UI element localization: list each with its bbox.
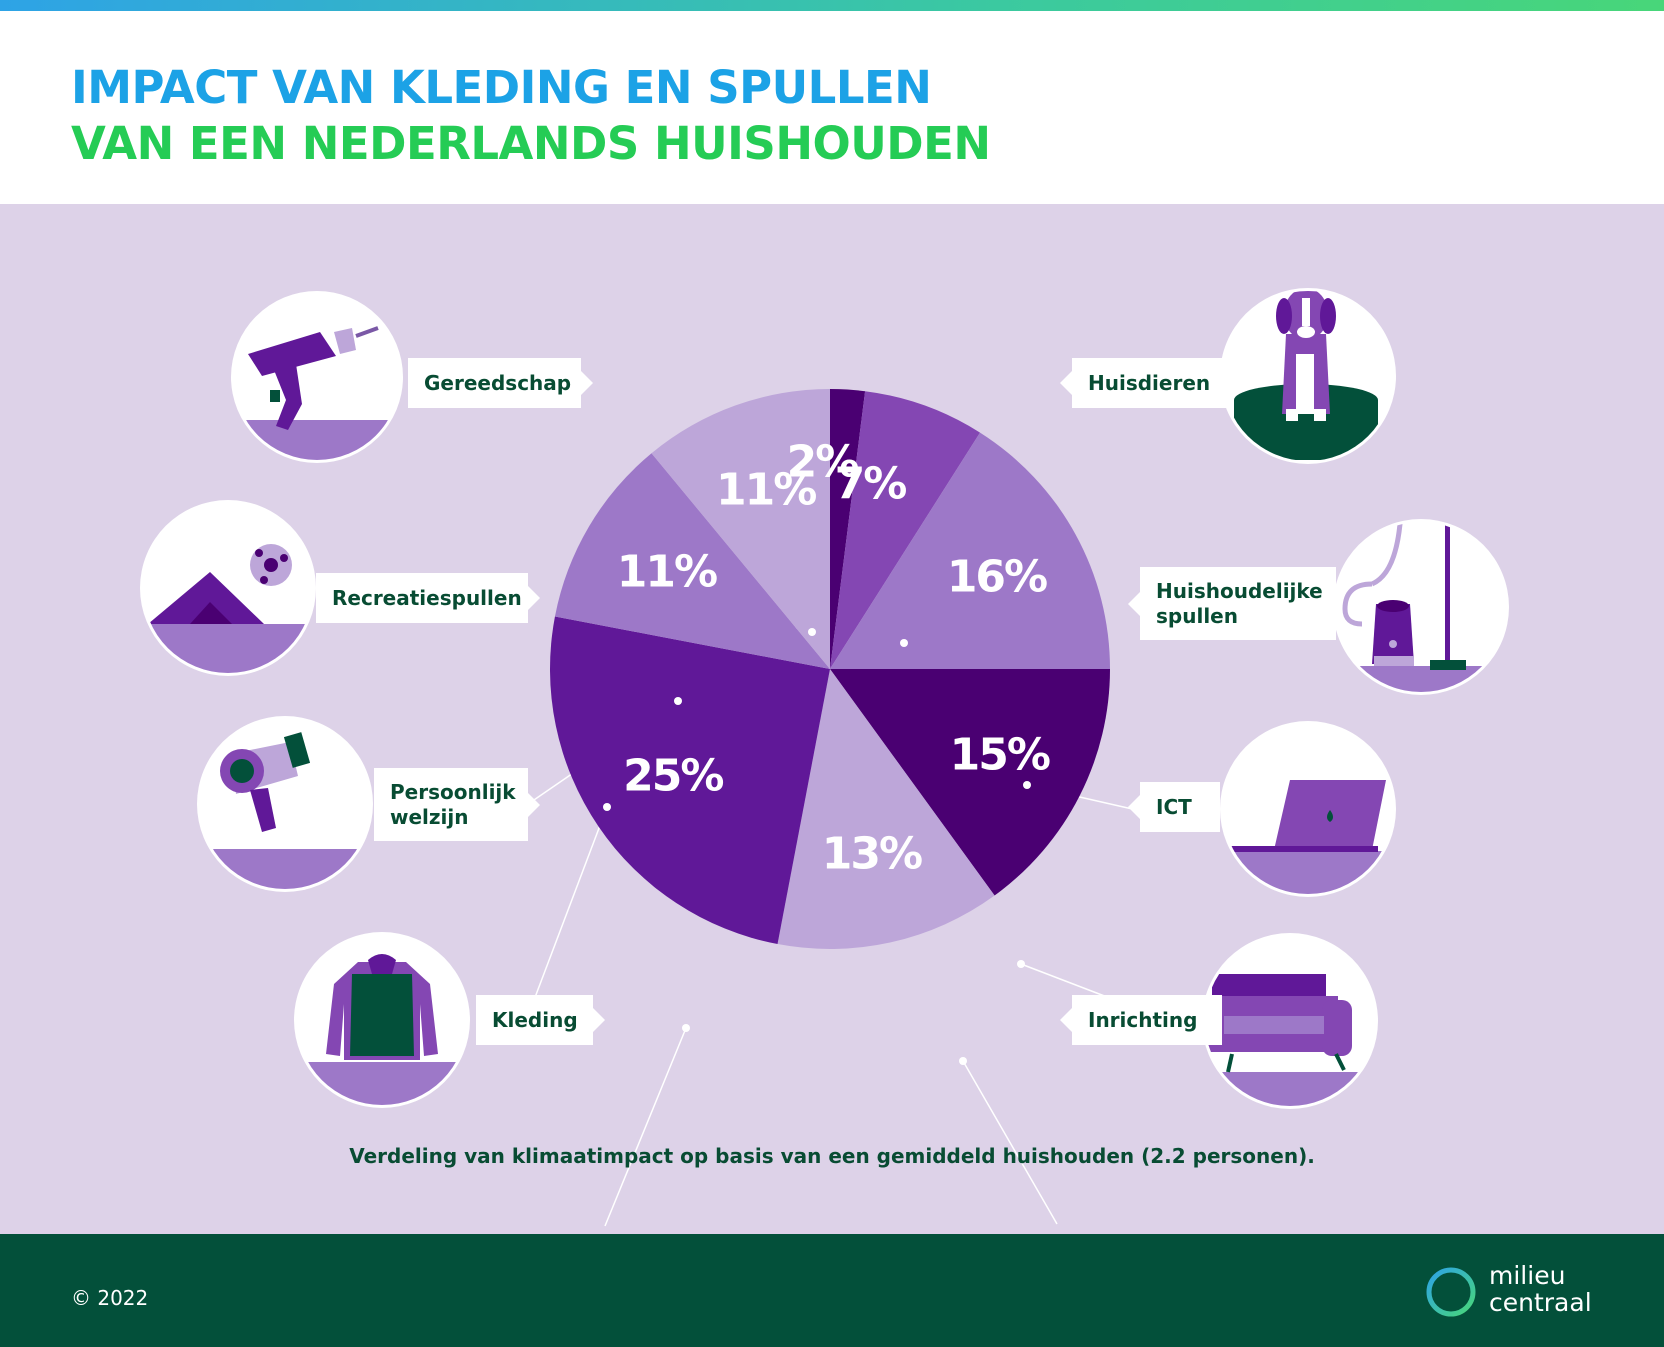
pie-slice-0: [830, 389, 866, 669]
label-huisdieren: Huisdieren: [1060, 358, 1227, 408]
pie-slice-6: [554, 453, 830, 669]
pct-label-1: 7%: [834, 458, 908, 510]
title-line-1: IMPACT VAN KLEDING EN SPULLEN: [71, 61, 932, 114]
label-persoonlijk-line2: welzijn: [390, 804, 469, 829]
label-huisdieren-text: Huisdieren: [1088, 370, 1211, 395]
leader-line-kleding: [604, 1027, 687, 1227]
dog-icon: [1220, 288, 1396, 464]
drill-icon: [231, 291, 403, 463]
dot-recreatie: [674, 697, 682, 705]
leader-line-inrichting: [962, 1060, 1058, 1225]
ball-icon: [249, 543, 293, 587]
label-kleding-text: Kleding: [492, 1007, 578, 1032]
label-gereedschap-text: Gereedschap: [424, 370, 572, 395]
pct-label-4: 13%: [821, 828, 923, 880]
label-huishoudelijke-line1: Huishoudelijke: [1156, 578, 1323, 603]
label-recreatiespullen: Recreatiespullen: [316, 573, 540, 623]
chart-panel: 2% 7% 16% 15% 13% 25% 11% 11% Gereedschap Huisd…: [0, 204, 1664, 1234]
dot-huishoudelijk: [1023, 781, 1031, 789]
label-persoonlijk-welzijn: Persoonlijk welzijn: [374, 768, 540, 841]
pie-slice-7: [651, 389, 830, 669]
laptop-icon: [1220, 721, 1396, 897]
chart-caption: Verdeling van klimaatimpact op basis van…: [349, 1144, 1315, 1168]
pct-label-2: 16%: [946, 551, 1048, 603]
label-huishoudelijke-spullen: Huishoudelijke spullen: [1128, 567, 1336, 640]
pie-slice-2: [830, 432, 1110, 669]
vacuum-icon: [1333, 519, 1509, 695]
milieu-centraal-logo-icon: [1426, 1267, 1476, 1317]
label-ict: ICT: [1128, 782, 1220, 832]
leader-dots: [603, 628, 1031, 1065]
pie-slice-1: [830, 391, 981, 669]
pct-label-6: 11%: [616, 546, 718, 598]
pct-label-7: 11%: [715, 464, 817, 516]
dot-huisdieren: [900, 639, 908, 647]
label-kleding: Kleding: [476, 995, 605, 1045]
label-ict-text: ICT: [1156, 794, 1192, 819]
logo-line-1: milieu: [1489, 1261, 1566, 1290]
dot-gereedschap: [808, 628, 816, 636]
label-persoonlijk-line1: Persoonlijk: [390, 779, 516, 804]
pie-slice-5: [550, 616, 830, 945]
pie-chart: [140, 288, 1509, 1227]
sofa-icon: [1202, 933, 1378, 1109]
hairdryer-icon: [197, 716, 373, 892]
copyright: © 2022: [71, 1286, 149, 1310]
dot-ict: [1017, 960, 1025, 968]
label-inrichting: Inrichting: [1060, 995, 1222, 1045]
label-huishoudelijke-spullen-text: Huishoudelijke spullen: [1156, 579, 1323, 629]
logo-line-2: centraal: [1489, 1288, 1592, 1317]
dot-inrichting: [959, 1057, 967, 1065]
pct-label-5: 25%: [623, 750, 724, 802]
dot-persoonlijk: [603, 803, 611, 811]
pie-slice-4: [777, 669, 995, 949]
pie-slices: [550, 389, 1110, 949]
pie-slice-3: [830, 669, 1110, 896]
tent-icon: [140, 500, 316, 676]
label-persoonlijk-welzijn-text: Persoonlijk welzijn: [390, 780, 516, 830]
hoodie-icon: [294, 932, 470, 1108]
logo-text: milieu centraal: [1489, 1262, 1592, 1316]
top-gradient-bar: [0, 0, 1664, 11]
label-gereedschap: Gereedschap: [408, 358, 593, 408]
pct-label-3: 15%: [949, 729, 1051, 781]
pct-label-0: 2%: [786, 436, 860, 488]
title-line-2: VAN EEN NEDERLANDS HUISHOUDEN: [71, 117, 991, 170]
label-huishoudelijke-line2: spullen: [1156, 603, 1238, 628]
label-recreatiespullen-text: Recreatiespullen: [332, 585, 522, 610]
footer: [0, 1234, 1664, 1347]
leader-line-persoonlijk: [530, 806, 608, 1009]
dot-kleding: [682, 1024, 690, 1032]
label-inrichting-text: Inrichting: [1088, 1007, 1198, 1032]
page-title: IMPACT VAN KLEDING EN SPULLEN VAN EEN NE…: [71, 60, 991, 172]
